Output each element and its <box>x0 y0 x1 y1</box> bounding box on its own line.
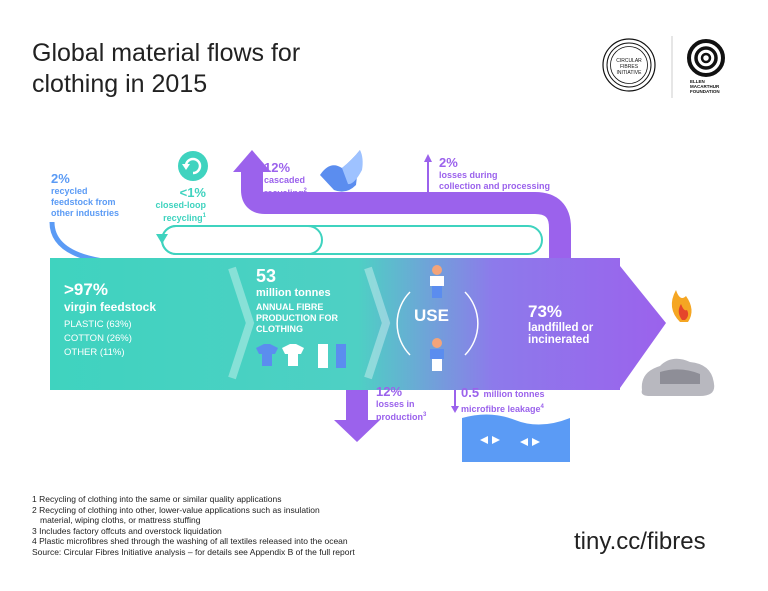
production-loss-arrow <box>334 420 380 442</box>
material-item: OTHER (11%) <box>64 347 125 358</box>
pct: >97% <box>64 280 108 299</box>
closed-loop-arrow <box>156 234 168 244</box>
main-flow-band <box>50 258 666 390</box>
landfill-text: 73% landfilled or incinerated <box>528 302 593 346</box>
material-item: PLASTIC (63%) <box>64 319 132 330</box>
label: feedstock from <box>51 197 116 207</box>
footnote: 4 Plastic microfibres shed through the w… <box>32 536 348 546</box>
cloth-icon-back <box>342 150 363 185</box>
pct: 73% <box>528 302 563 321</box>
footnote-ref: 1 <box>202 213 206 219</box>
source-note: Source: Circular Fibres Initiative analy… <box>32 546 355 557</box>
pct: 2% <box>51 171 70 186</box>
title-line: Global material flows for <box>32 39 301 67</box>
svg-text:FIBRES: FIBRES <box>620 64 639 70</box>
production-loss-flow <box>346 390 368 420</box>
label: recycling <box>163 213 203 223</box>
label: CLOTHING <box>256 324 303 334</box>
footnote-ref: 4 <box>540 404 544 410</box>
svg-text:INITIATIVE: INITIATIVE <box>617 70 643 76</box>
pct: 2% <box>439 155 458 170</box>
production-text: 53 million tonnes ANNUAL FIBRE PRODUCTIO… <box>256 266 338 335</box>
use-cycle-arrow <box>396 291 411 356</box>
label: cascaded <box>264 175 306 185</box>
label: losses in <box>376 399 415 409</box>
chevron <box>364 266 391 380</box>
use-cycle-arrow <box>464 291 479 356</box>
label: ANNUAL FIBRE <box>256 302 324 312</box>
footnote-ref: 3 <box>423 412 427 418</box>
recycled-feedstock-text: 2% recycled feedstock from other industr… <box>51 171 119 219</box>
svg-text:CIRCULAR: CIRCULAR <box>616 58 642 64</box>
microfibre-text: 0.5 million tonnes microfibre leakage4 <box>461 384 545 415</box>
cascade-arrow-head <box>233 150 271 172</box>
label: incinerated <box>528 334 590 346</box>
flow-diagram <box>49 150 715 462</box>
pct: <1% <box>179 185 206 200</box>
label: virgin feedstock <box>64 300 157 314</box>
cfi-logo: CIRCULAR FIBRES INITIATIVE <box>602 38 656 92</box>
microfibre-arrow <box>451 406 459 413</box>
value: 0.5 <box>461 385 480 400</box>
footnote: 1 Recycling of clothing into the same or… <box>32 494 282 504</box>
ocean-icon <box>462 414 570 462</box>
label: recycled <box>51 186 88 196</box>
production-losses-text: 12% losses in production3 <box>376 384 426 423</box>
label: closed-loop <box>155 200 206 210</box>
report-url[interactable]: tiny.cc/fibres <box>574 528 706 555</box>
label: microfibre leakage <box>461 404 541 414</box>
fish-icon <box>520 438 540 446</box>
cascaded-recycling-flow <box>241 172 571 262</box>
person-icon <box>430 265 444 298</box>
label: production <box>376 412 423 422</box>
collection-losses-text: 2% losses during collection and processi… <box>439 155 550 192</box>
footnote: 3 Includes factory offcuts and overstock… <box>32 525 222 536</box>
use-label: USE <box>414 306 449 325</box>
cascaded-text: 12% cascaded recycling2 <box>264 160 307 199</box>
unit: million tonnes <box>483 389 545 399</box>
value: 53 <box>256 266 277 286</box>
recycled-feedstock-flow <box>49 221 111 265</box>
label: PRODUCTION FOR <box>256 313 338 323</box>
chevron <box>228 266 255 380</box>
footnote-ref: 2 <box>303 188 307 194</box>
unit: million tonnes <box>256 287 331 299</box>
page-title: Global material flows for clothing in 20… <box>32 38 300 100</box>
svg-text:ELLEN: ELLEN <box>690 79 705 84</box>
clothing-icons <box>256 344 346 368</box>
fish-icon <box>480 436 500 444</box>
footnote: 2 Recycling of clothing into other, lowe… <box>32 504 320 515</box>
closed-loop-text: <1% closed-loop recycling1 <box>150 185 206 224</box>
svg-text:MACARTHUR: MACARTHUR <box>690 84 720 89</box>
logos: CIRCULAR FIBRES INITIATIVE ELLEN MACARTH… <box>602 36 725 98</box>
footnotes: 1 Recycling of clothing into the same or… <box>32 494 355 557</box>
person-icon <box>430 338 444 371</box>
closed-loop-inner <box>161 225 323 255</box>
collection-loss-arrow <box>424 154 432 162</box>
label: collection and processing <box>439 181 551 191</box>
label: losses during <box>439 170 498 180</box>
pct: 12% <box>264 160 291 175</box>
footnote: material, wiping cloths, or mattress stu… <box>40 515 201 525</box>
material-item: COTTON (26%) <box>64 333 132 344</box>
label: other industries <box>51 208 120 218</box>
emf-logo: ELLEN MACARTHUR FOUNDATION <box>687 39 725 94</box>
landfill-icon <box>641 358 715 396</box>
title-line: clothing in 2015 <box>32 70 208 98</box>
label: recycling <box>264 188 304 198</box>
label: landfilled or <box>528 322 594 334</box>
pct: 12% <box>376 384 403 399</box>
fire-icon <box>671 290 692 322</box>
svg-text:FOUNDATION: FOUNDATION <box>690 89 720 94</box>
closed-loop-flow <box>161 225 543 255</box>
recycle-icon <box>178 151 208 181</box>
virgin-feedstock-text: >97% virgin feedstock PLASTIC (63%) COTT… <box>64 280 156 360</box>
